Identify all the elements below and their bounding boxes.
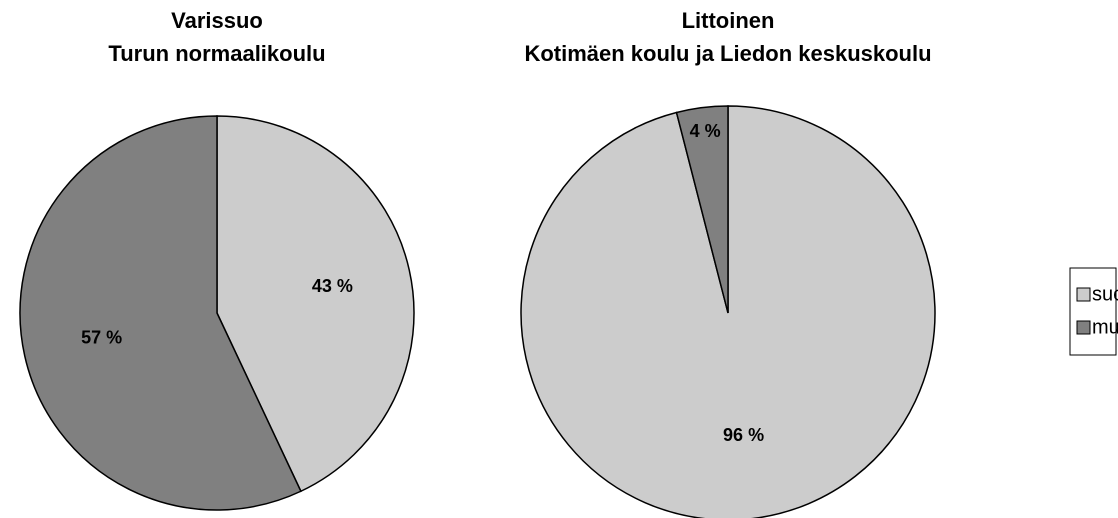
chart-title: Littoinen [682, 8, 775, 33]
legend-label: suomi [1092, 283, 1118, 305]
pie-slice [19, 115, 302, 511]
data-label: 43 % [312, 276, 353, 296]
chart-title: Varissuo [171, 8, 263, 33]
pie-slice [675, 105, 729, 314]
pie-slice [216, 115, 415, 493]
legend-swatch [1076, 320, 1091, 335]
chart-title: Kotimäen koulu ja Liedon keskuskoulu [524, 41, 931, 66]
legend-label: muut [1092, 316, 1118, 338]
pie-slice [520, 105, 936, 518]
data-label: 57 % [81, 328, 122, 348]
data-label: 96 % [723, 425, 764, 445]
legend-swatch [1076, 287, 1091, 302]
chart-title: Turun normaalikoulu [108, 41, 325, 66]
legend-box [1069, 267, 1117, 356]
data-label: 4 % [690, 121, 721, 141]
